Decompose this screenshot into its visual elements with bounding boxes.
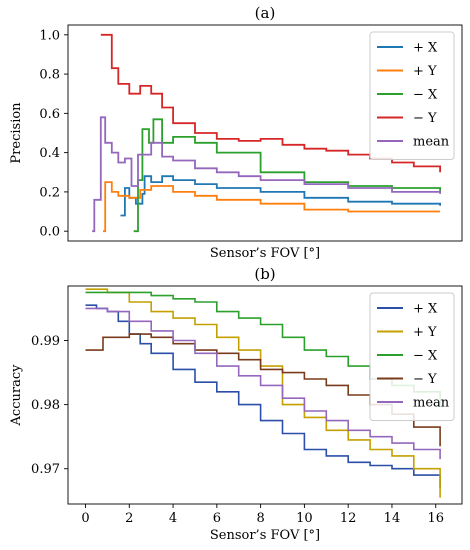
panel-b-ytick-label-0: 0.97 [31,462,60,477]
panel-b-legend-label-0: + X [413,302,438,317]
panel-a-legend-label-0: + X [413,41,438,56]
panel-b-accuracy-chart: (b) 0.97 0.98 0.99 0 2 4 6 8 10 12 14 16 Sensor’s FOV… [9,265,463,543]
panel-a-precision-chart: (a) 0.0 0.2 0.4 0.6 0.8 1.0 Sensor’s FOV [°] Pre… [9,4,463,261]
panel-a-ytick-label-2: 0.4 [39,146,60,161]
panel-a-ytick-label-4: 0.8 [39,68,60,83]
panel-b-xtick-label-7: 14 [384,511,401,526]
panel-b-axes-frame [67,285,463,505]
panel-b-title: (b) [254,265,275,283]
panel-b-legend-box [369,292,455,421]
panel-b-xtick-label-6: 12 [340,511,357,526]
panel-b-legend: + X + Y − X − Y mean [369,292,455,421]
panel-a-ylabel: Precision [9,102,24,164]
panel-b-ytick-label-2: 0.99 [31,334,60,349]
panel-b-ylabel: Accuracy [9,364,24,427]
panel-b-xtick-label-5: 10 [296,511,313,526]
panel-a-title: (a) [255,4,276,22]
panel-a-series-line-0 [120,175,441,217]
panel-a-axes-frame [67,24,463,242]
panel-a-ytick-label-0: 0.0 [39,225,60,240]
panel-b-legend-label-2: − X [413,349,438,364]
panel-a-series-line-1 [103,181,441,233]
panel-a-legend-label-2: − X [413,88,438,103]
panel-a-ytick-label-5: 1.0 [39,28,60,43]
panel-a-legend: + X + Y − X − Y mean [369,31,455,160]
panel-b-series-line-4 [85,307,441,460]
panel-b-xtick-label-3: 6 [213,511,221,526]
panel-a-ytick-label-1: 0.2 [39,185,60,200]
panel-a-legend-label-1: + Y [413,64,437,79]
panel-b-xlabel: Sensor’s FOV [°] [210,528,320,543]
panel-a-legend-label-3: − Y [413,111,437,126]
panel-b-series-line-0 [85,304,441,488]
panel-a-xlabel: Sensor’s FOV [°] [210,246,320,261]
panel-b-legend-label-4: mean [413,396,450,411]
panel-b-legend-label-3: − Y [413,372,437,387]
panel-b-xtick-label-8: 16 [427,511,444,526]
panel-b-xtick-label-4: 8 [256,511,264,526]
panel-b-legend-label-1: + Y [413,325,437,340]
panel-a-series-line-4 [92,116,441,233]
panel-a-legend-label-4: mean [413,135,450,150]
panel-a-ytick-label-3: 0.6 [39,107,60,122]
panel-b-xtick-label-2: 4 [169,511,177,526]
panel-b-ytick-label-1: 0.98 [31,398,60,413]
panel-a-legend-box [369,31,455,160]
panel-b-xtick-label-1: 2 [125,511,133,526]
panel-b-xtick-label-0: 0 [81,511,89,526]
